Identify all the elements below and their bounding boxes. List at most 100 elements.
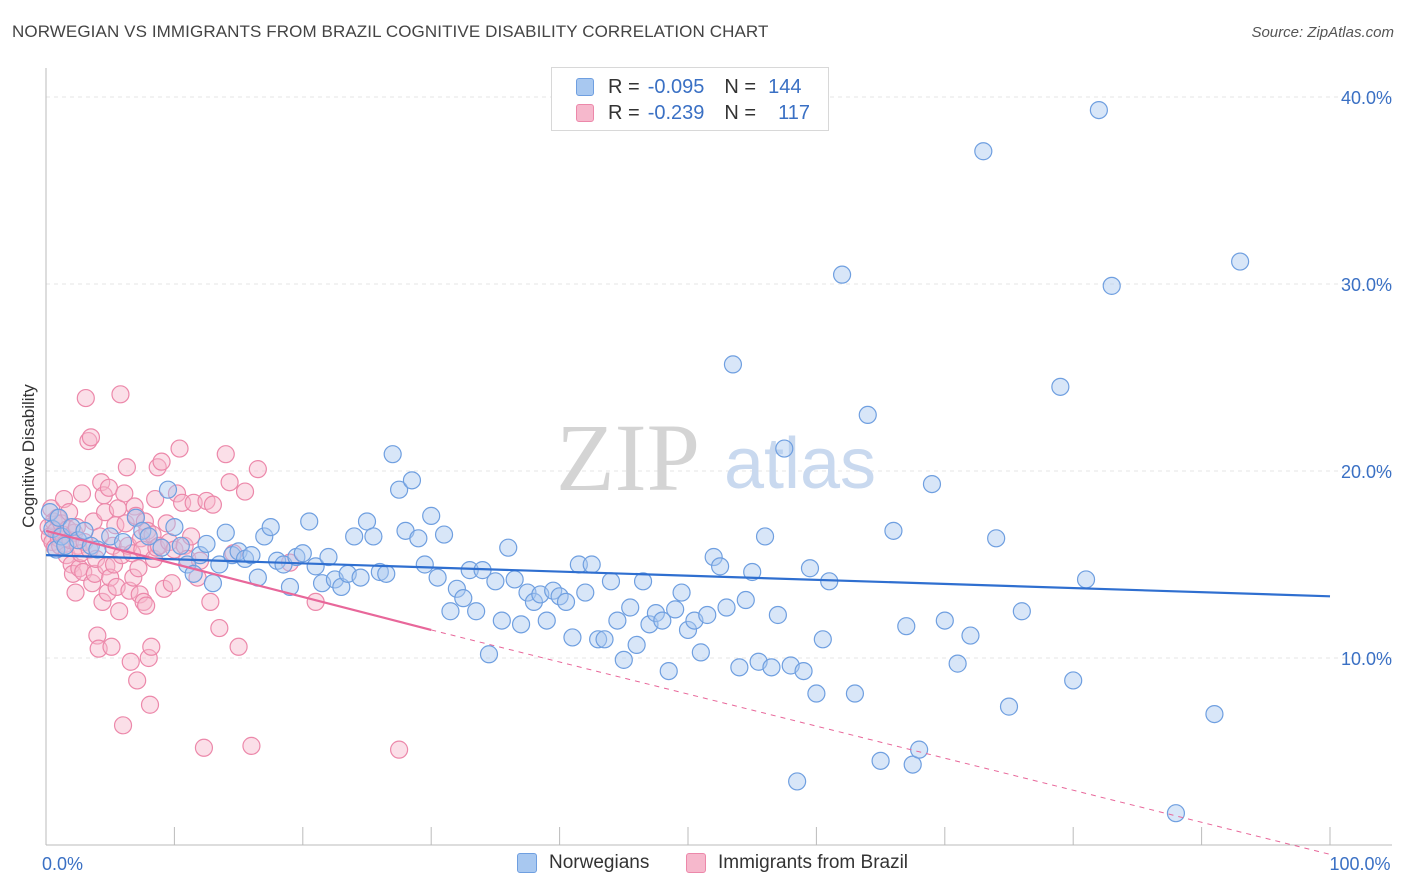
data-point [98, 583, 117, 602]
data-point [910, 740, 929, 759]
data-point [762, 658, 781, 677]
data-point [788, 772, 807, 791]
data-point [49, 508, 68, 527]
data-point [717, 598, 736, 617]
data-point [492, 611, 511, 630]
data-point [582, 555, 601, 574]
data-point [621, 598, 640, 617]
data-point [743, 562, 762, 582]
data-point [678, 620, 698, 640]
data-point [948, 654, 967, 673]
data-point [537, 611, 556, 630]
data-point [137, 596, 156, 615]
bottom-legend-norwegians: Norwegians [517, 852, 649, 874]
data-point [422, 506, 441, 525]
legend-n-value: 117 [778, 101, 810, 124]
data-point [162, 574, 181, 593]
data-point [505, 570, 524, 589]
y-tick-label: 10.0% [1341, 649, 1392, 669]
source-label: Source: ZipAtlas.com [1251, 24, 1394, 41]
trend-line-norwegians [45, 554, 1331, 598]
legend-r-value: -0.095 [647, 75, 705, 98]
y-tick-labels: 10.0% 20.0% 30.0% 40.0% [1341, 88, 1392, 669]
data-point [614, 650, 633, 669]
x-tick-label: 100.0% [1329, 854, 1390, 874]
data-point [595, 630, 614, 649]
data-point [88, 626, 107, 645]
data-point [102, 637, 121, 656]
bottom-legend-swatch-brazil [686, 853, 706, 873]
data-point [486, 572, 505, 591]
data-point [149, 536, 169, 555]
data-point [415, 555, 434, 574]
trend-line-brazil-extended [431, 629, 1331, 855]
data-point [128, 671, 147, 690]
legend: R = -0.095 N = 144 R = -0.239 N = 117 [551, 67, 829, 131]
data-point [60, 503, 79, 522]
data-point [601, 572, 621, 591]
data-point [81, 428, 101, 447]
legend-r-label: R = [608, 75, 640, 98]
bottom-legend: Norwegians Immigrants from Brazil [0, 852, 1406, 876]
data-point [124, 568, 143, 587]
data-point [146, 489, 165, 509]
data-point [370, 562, 389, 582]
legend-r-label: R = [608, 101, 640, 124]
data-point [434, 525, 454, 544]
data-point [858, 405, 877, 424]
data-point [589, 630, 608, 649]
data-point [666, 600, 685, 619]
data-point [152, 452, 171, 471]
data-point [181, 527, 201, 546]
data-point [447, 579, 466, 598]
data-point [845, 684, 865, 703]
y-tick-label: 20.0% [1341, 462, 1392, 482]
data-point [653, 611, 672, 630]
data-point [117, 458, 136, 477]
data-point [409, 529, 428, 548]
data-point [987, 529, 1006, 548]
data-point [974, 142, 993, 161]
series-immigrants-from-brazil [39, 385, 409, 759]
data-point [66, 583, 85, 602]
data-point [300, 512, 319, 531]
bottom-legend-swatch-norwegians [517, 853, 537, 873]
data-point [935, 611, 954, 630]
data-point [730, 658, 749, 677]
data-point [897, 617, 916, 636]
legend-swatch-brazil [576, 104, 594, 122]
data-point [203, 574, 223, 593]
data-point [377, 564, 396, 583]
data-point [140, 695, 160, 714]
data-point [698, 605, 717, 625]
legend-row-brazil: R = -0.239 N = 117 [576, 101, 810, 125]
data-point [158, 480, 178, 499]
legend-n-value: 144 [768, 75, 802, 98]
data-point [203, 495, 223, 514]
data-point [390, 740, 409, 759]
data-point [242, 736, 261, 755]
data-point [93, 592, 112, 612]
data-point [167, 484, 187, 503]
data-point [646, 604, 666, 623]
data-point [216, 445, 235, 464]
data-point [460, 561, 479, 580]
data-point [210, 618, 229, 638]
data-point [1076, 570, 1096, 589]
y-tick-label: 40.0% [1341, 88, 1392, 108]
data-point [115, 484, 134, 503]
data-point [794, 661, 813, 681]
data-point [633, 572, 653, 591]
data-point [280, 577, 300, 597]
data-point [871, 751, 890, 770]
data-point [672, 583, 691, 602]
data-point [884, 521, 903, 540]
data-point [165, 517, 184, 537]
y-tick-label: 30.0% [1341, 275, 1392, 295]
data-point [563, 628, 582, 647]
data-point [99, 478, 119, 497]
data-point [608, 611, 627, 630]
y-axis-label: Cognitive Disability [19, 384, 38, 528]
data-point [755, 527, 775, 546]
data-point [524, 592, 544, 612]
